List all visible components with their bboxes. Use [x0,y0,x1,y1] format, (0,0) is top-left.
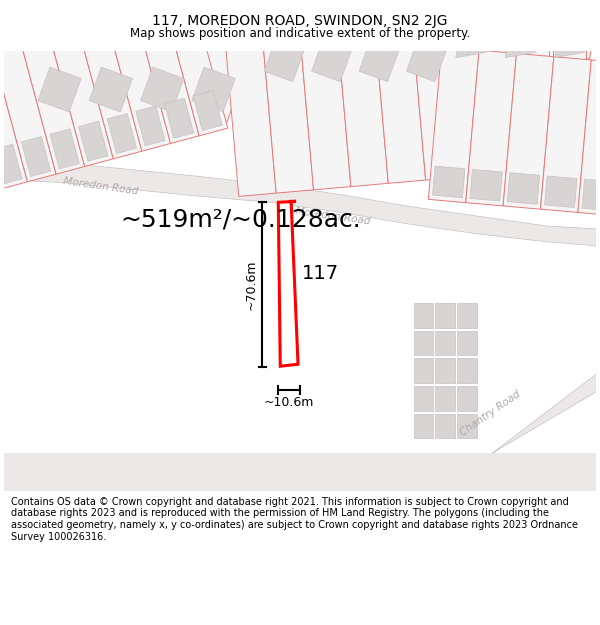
Polygon shape [80,31,151,122]
Polygon shape [457,331,477,356]
Polygon shape [554,19,590,58]
Polygon shape [311,40,352,82]
Polygon shape [541,57,591,213]
Polygon shape [264,40,304,82]
Polygon shape [256,6,322,91]
Polygon shape [582,179,600,211]
Polygon shape [261,18,314,193]
Text: ~70.6m: ~70.6m [245,259,257,310]
Polygon shape [545,176,577,208]
Polygon shape [497,0,553,66]
Polygon shape [162,0,228,136]
Polygon shape [553,36,586,96]
Polygon shape [505,19,541,58]
Text: Moredon Road: Moredon Road [295,206,371,226]
Polygon shape [79,121,108,161]
Polygon shape [515,36,549,96]
Polygon shape [136,106,165,146]
Polygon shape [547,0,600,66]
Text: Moredon Road: Moredon Road [63,176,139,197]
Polygon shape [89,67,133,112]
Polygon shape [413,386,433,411]
Text: 117, MOREDON ROAD, SWINDON, SN2 2JG: 117, MOREDON ROAD, SWINDON, SN2 2JG [152,14,448,28]
Polygon shape [303,6,369,91]
Polygon shape [433,166,465,198]
Polygon shape [470,169,502,201]
Polygon shape [19,28,85,174]
Polygon shape [131,31,203,122]
Polygon shape [435,303,455,328]
Polygon shape [298,14,351,190]
Text: 117: 117 [302,264,339,283]
Polygon shape [410,4,463,180]
Polygon shape [0,44,28,189]
Polygon shape [435,358,455,383]
Polygon shape [448,0,504,66]
Text: Chantry Road: Chantry Road [458,389,522,438]
Polygon shape [22,137,50,176]
Polygon shape [0,36,56,182]
Polygon shape [133,0,199,144]
Polygon shape [428,47,479,202]
Polygon shape [193,91,223,131]
Text: ~519m²/~0.128ac.: ~519m²/~0.128ac. [121,208,361,232]
Polygon shape [435,414,455,438]
Polygon shape [4,453,596,491]
Polygon shape [164,98,194,138]
Polygon shape [224,21,276,196]
Polygon shape [50,129,79,169]
Polygon shape [398,6,464,91]
Polygon shape [406,40,446,82]
Polygon shape [278,201,298,366]
Polygon shape [413,331,433,356]
Polygon shape [413,303,433,328]
Polygon shape [457,414,477,438]
Polygon shape [359,40,399,82]
Polygon shape [507,173,539,204]
Text: Contains OS data © Crown copyright and database right 2021. This information is : Contains OS data © Crown copyright and d… [11,497,578,542]
Polygon shape [373,8,425,183]
Polygon shape [47,21,113,166]
Polygon shape [350,6,416,91]
Polygon shape [456,19,491,58]
Polygon shape [435,331,455,356]
Polygon shape [466,50,517,206]
Polygon shape [76,13,142,159]
Polygon shape [503,53,554,209]
Polygon shape [413,414,433,438]
Polygon shape [435,386,455,411]
Polygon shape [140,67,184,112]
Polygon shape [0,144,22,184]
Polygon shape [28,31,100,122]
Polygon shape [107,114,137,154]
Polygon shape [336,11,388,187]
Polygon shape [182,31,254,122]
Polygon shape [457,358,477,383]
Polygon shape [105,5,170,151]
Polygon shape [4,160,596,246]
Polygon shape [578,60,600,216]
Polygon shape [457,386,477,411]
Polygon shape [192,67,235,112]
Polygon shape [38,67,81,112]
Polygon shape [428,374,596,491]
Polygon shape [478,36,511,96]
Text: Map shows position and indicative extent of the property.: Map shows position and indicative extent… [130,28,470,41]
Text: ~10.6m: ~10.6m [264,396,314,409]
Polygon shape [457,303,477,328]
Polygon shape [413,358,433,383]
